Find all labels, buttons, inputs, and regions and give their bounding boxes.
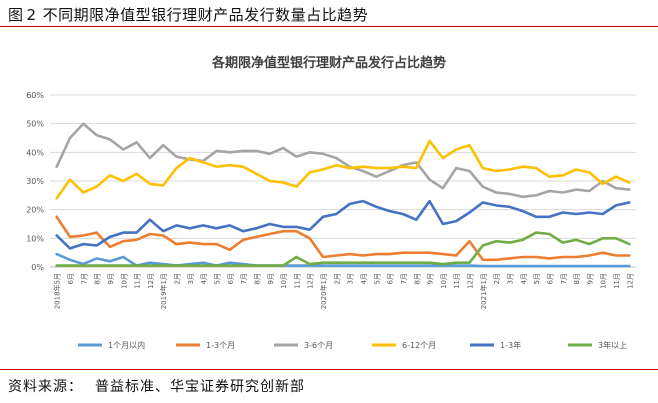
y-tick-label: 50%	[26, 120, 44, 129]
figure-number: 2	[26, 6, 37, 24]
x-tick-label: 4月	[520, 273, 528, 284]
x-tick-label: 3月	[347, 273, 355, 284]
chart-grid	[50, 94, 636, 268]
x-tick-label: 2月	[174, 273, 182, 284]
x-tick-label: 4月	[360, 273, 368, 284]
legend-label: 1个月以内	[108, 340, 145, 350]
x-tick-label: 10月	[440, 273, 448, 289]
figure-caption-text: 不同期限净值型银行理财产品发行数量占比趋势	[42, 6, 369, 24]
y-tick-label: 0%	[31, 263, 44, 272]
x-tick-label: 11月	[453, 273, 461, 289]
y-tick-label: 10%	[26, 234, 44, 243]
x-tick-label: 5月	[373, 273, 381, 284]
series-line	[55, 199, 631, 250]
x-tick-label: 5月	[213, 273, 221, 284]
x-tick-label: 12月	[147, 273, 155, 289]
x-tick-label: 5月	[533, 273, 541, 284]
source-note: 资料来源： 普益标准、华宝证券研究创新部	[8, 376, 305, 396]
y-tick-label: 40%	[26, 148, 44, 157]
x-tick-label: 3月	[187, 273, 195, 284]
x-tick-label: 7月	[240, 273, 248, 284]
x-tick-label: 10月	[600, 273, 608, 289]
x-tick-label: 7月	[80, 273, 88, 284]
x-tick-label: 7月	[560, 273, 568, 284]
x-tick-label: 8月	[573, 273, 581, 284]
x-tick-label: 2月	[333, 273, 341, 284]
x-tick-label: 11月	[613, 273, 621, 289]
x-tick-label: 6月	[546, 273, 554, 284]
x-tick-label: 9月	[586, 273, 594, 284]
x-tick-label: 12月	[307, 273, 315, 289]
series-line	[55, 231, 631, 267]
x-tick-label: 11月	[293, 273, 301, 289]
source-label: 资料来源：	[8, 379, 83, 395]
y-tick-label: 60%	[26, 91, 44, 100]
x-tick-label: 2021年1月	[479, 273, 488, 309]
chart-legend: 1个月以内 1-3个月 3-6个月 6-12个月 1-3年 3年以上	[78, 340, 627, 350]
x-tick-label: 12月	[467, 273, 475, 289]
x-tick-label: 2020年1月	[319, 273, 328, 309]
x-tick-label: 3月	[506, 273, 514, 284]
x-tick-label: 6月	[387, 273, 395, 284]
x-tick-label: 9月	[427, 273, 435, 284]
chart-series	[55, 122, 631, 268]
x-tick-label: 8月	[94, 273, 102, 284]
x-tick-label: 10月	[280, 273, 288, 289]
series-line	[55, 139, 631, 200]
figure-caption: 图 2 不同期限净值型银行理财产品发行数量占比趋势	[8, 4, 368, 25]
y-axis: 0% 10% 20% 30% 40% 50% 60%	[26, 91, 44, 272]
legend-label: 1-3个月	[206, 341, 235, 350]
x-tick-label: 4月	[200, 273, 208, 284]
x-tick-label: 2019年1月	[159, 273, 168, 309]
legend-label: 6-12个月	[402, 341, 436, 350]
x-axis: 2018年5月 6月 7月 8月 9月 10月 11月 12月 2019年1月 2月 3月 4月 5月 6…	[53, 273, 635, 309]
x-tick-label: 10月	[120, 273, 128, 289]
x-tick-label: 6月	[67, 273, 75, 284]
x-tick-label: 7月	[400, 273, 408, 284]
y-tick-label: 20%	[26, 206, 44, 215]
series-line	[55, 215, 631, 262]
x-tick-label: 8月	[253, 273, 261, 284]
x-tick-label: 2018年5月	[53, 273, 62, 309]
figure-label: 图	[8, 6, 24, 24]
series-line	[55, 122, 631, 199]
legend-label: 3-6个月	[304, 341, 333, 350]
x-tick-label: 8月	[413, 273, 421, 284]
x-tick-label: 9月	[267, 273, 275, 284]
chart-title: 各期限净值型银行理财产品发行占比趋势	[211, 55, 446, 71]
source-divider	[0, 369, 658, 370]
x-tick-label: 2月	[493, 273, 501, 284]
x-tick-label: 9月	[107, 273, 115, 284]
line-chart: 各期限净值型银行理财产品发行占比趋势 0%10%20%30%40%50%60% …	[26, 55, 636, 350]
legend-label: 1-3年	[500, 340, 521, 350]
legend-label: 3年以上	[598, 340, 627, 350]
x-tick-label: 6月	[227, 273, 235, 284]
caption-divider	[0, 26, 658, 27]
y-tick-label: 30%	[26, 177, 44, 186]
x-tick-label: 12月	[626, 273, 634, 289]
series-line	[55, 252, 631, 268]
x-tick-label: 11月	[134, 273, 142, 289]
source-text: 普益标准、华宝证券研究创新部	[95, 379, 305, 395]
